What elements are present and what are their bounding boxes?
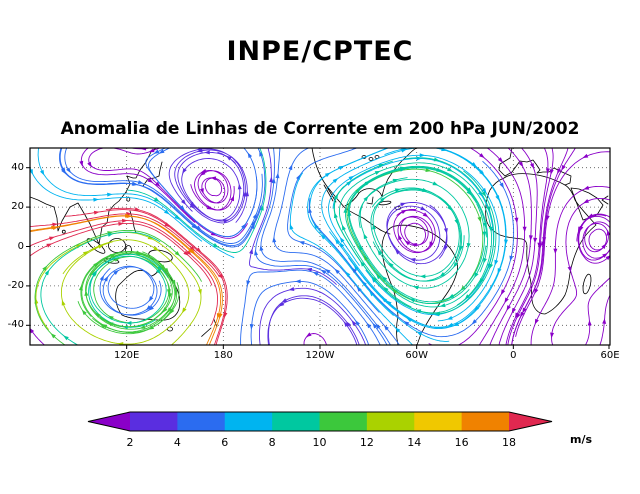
chart-title: Anomalia de Linhas de Corrente em 200 hP… [60, 119, 580, 139]
x-tick-label: 180 [213, 350, 233, 361]
colorbar-tick-label: 6 [221, 436, 228, 449]
colorbar-segment [414, 412, 463, 431]
colorbar-tick-label: 8 [269, 436, 276, 449]
y-tick-label: -40 [7, 319, 24, 331]
colorbar-right-arrow [509, 412, 552, 431]
colorbar-tick-label: 16 [455, 436, 469, 449]
y-tick-label: -20 [7, 279, 24, 291]
colorbar-segment [177, 412, 226, 431]
y-tick-label: 20 [11, 201, 24, 213]
y-tick-label: 0 [17, 240, 24, 252]
streamline-map [26, 147, 611, 349]
colorbar-outline [87, 411, 553, 432]
colorbar-tick-label: 12 [360, 436, 374, 449]
colorbar: 2 4 6 8 10 12 14 16 18 [87, 411, 553, 449]
y-tick-label: 40 [11, 161, 24, 173]
colorbar-tick-label: 18 [502, 436, 516, 449]
colorbar-segment [224, 412, 273, 431]
colorbar-segment [130, 412, 178, 431]
colorbar-tick-label: 4 [174, 436, 181, 449]
x-tick-label: 120W [305, 350, 335, 361]
x-tick-label: 60E [600, 350, 620, 361]
colorbar-segment [461, 412, 510, 431]
colorbar-tick-label: 10 [313, 436, 327, 449]
colorbar-segment [272, 412, 320, 431]
x-tick-label: 60W [405, 350, 428, 361]
streamlines [30, 148, 610, 345]
x-tick-label: 0 [510, 350, 517, 361]
colorbar-tick-label: 14 [407, 436, 421, 449]
colorbar-segment [366, 412, 415, 431]
colorbar-units-label: m/s [570, 433, 593, 446]
colorbar-tick-label: 2 [127, 436, 134, 449]
org-title: INPE/CPTEC [226, 36, 414, 67]
colorbar-segment [319, 412, 368, 431]
colorbar-left-arrow [88, 412, 130, 431]
x-tick-label: 120E [113, 350, 140, 361]
